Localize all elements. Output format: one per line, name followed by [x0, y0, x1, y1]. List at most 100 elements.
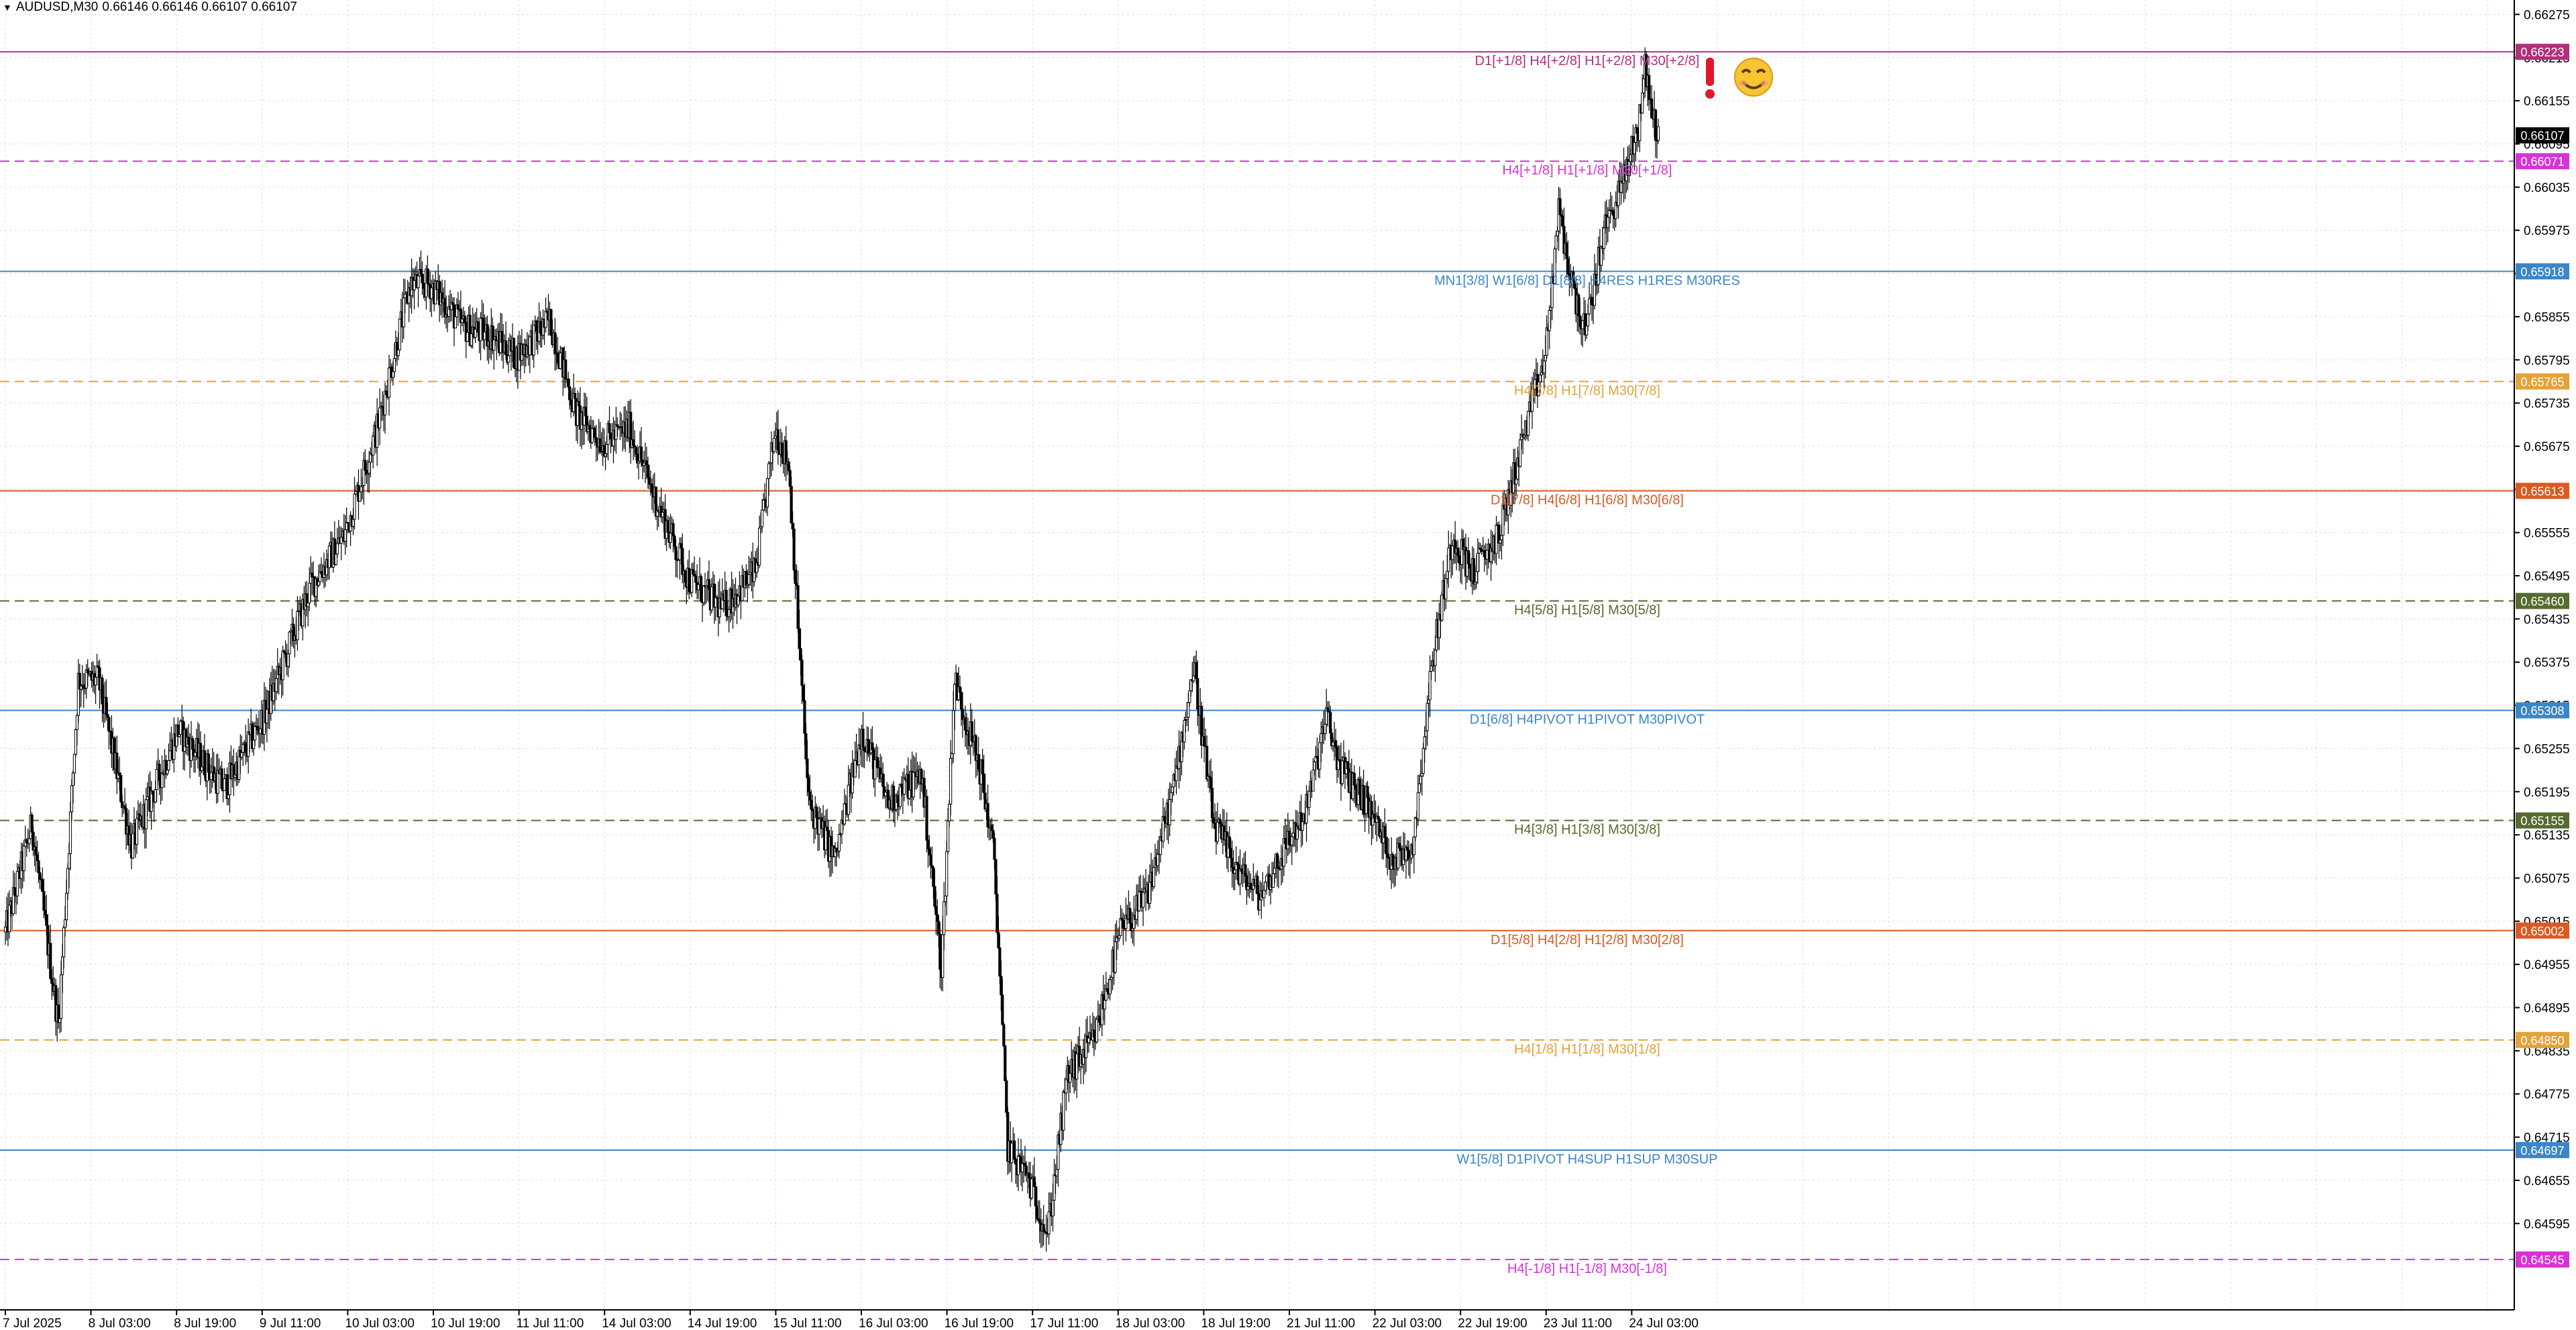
candle-body — [608, 423, 611, 433]
candle-body — [1515, 478, 1518, 484]
candle-body — [470, 333, 473, 346]
candle-body — [1654, 109, 1658, 141]
candle-body — [553, 332, 557, 355]
candle-body — [1538, 374, 1542, 382]
candle-body — [788, 470, 792, 487]
candle-body — [958, 686, 962, 693]
candle-body — [1229, 848, 1232, 859]
y-tick-label: 0.64775 — [2524, 1088, 2570, 1102]
candle-body — [1228, 836, 1231, 849]
candle-body — [296, 611, 299, 640]
candle-body — [1548, 309, 1551, 331]
candle-body — [500, 331, 504, 343]
candle-body — [970, 721, 973, 741]
candle-body — [532, 325, 535, 356]
candle-body — [1585, 325, 1589, 336]
candle-body — [861, 729, 865, 748]
candle-body — [392, 358, 396, 372]
candle-body — [1283, 837, 1287, 844]
candle-body — [387, 367, 391, 398]
candle-body — [684, 570, 687, 582]
price-axis[interactable]: 0.662750.662150.661550.660950.660350.659… — [2514, 8, 2570, 1231]
candle-body — [944, 895, 947, 903]
level-price-text: 0.65155 — [2520, 815, 2564, 828]
candle-body — [948, 803, 951, 821]
candle-body — [241, 744, 245, 754]
candle-body — [368, 462, 371, 474]
candle-body — [1152, 867, 1156, 887]
candle-body — [166, 770, 169, 774]
level-label: W1[5/8] D1PIVOT H4SUP H1SUP M30SUP — [1456, 1152, 1717, 1167]
candle-body — [1275, 854, 1279, 868]
candle-body — [791, 522, 794, 529]
candle-body — [934, 906, 938, 915]
candle-body — [94, 676, 97, 686]
candle-body — [760, 509, 764, 527]
level-price-tag — [2516, 482, 2569, 499]
candle-body — [421, 274, 424, 284]
level-label: H4[7/8] H1[7/8] M30[7/8] — [1514, 383, 1660, 398]
candle-body — [1065, 1079, 1068, 1094]
triangle-down-icon[interactable]: ▼ — [3, 2, 12, 13]
candle-body — [22, 846, 25, 872]
candle-body — [837, 833, 841, 852]
candle-body — [1187, 702, 1190, 718]
candle-body — [1366, 786, 1369, 799]
candle-body — [1075, 1053, 1079, 1080]
candle-body — [1500, 535, 1503, 541]
candle-body — [1192, 675, 1195, 682]
candle-body — [37, 860, 40, 874]
candle-body — [792, 528, 796, 570]
candle-body — [696, 584, 700, 591]
candle-body — [60, 974, 63, 1019]
candle-body — [1648, 74, 1651, 101]
candle-body — [1185, 717, 1189, 720]
candle-body — [1556, 230, 1559, 237]
candle-body — [1196, 678, 1199, 710]
candle-body — [896, 795, 900, 803]
candle-body — [1656, 126, 1660, 141]
candle-body — [941, 934, 945, 978]
candle-body — [1417, 783, 1421, 793]
candle-body — [119, 774, 123, 803]
x-tick-label: 18 Jul 19:00 — [1201, 1317, 1271, 1330]
candle-body — [41, 879, 44, 892]
candle-body — [991, 830, 995, 839]
x-tick-label: 22 Jul 19:00 — [1458, 1317, 1527, 1330]
candle-body — [258, 728, 262, 734]
candle-body — [512, 338, 516, 368]
candle-body — [13, 887, 16, 896]
candle-body — [672, 523, 675, 537]
candle-body — [44, 909, 47, 915]
candle-body — [1334, 740, 1338, 748]
time-axis[interactable]: 7 Jul 2025 8 Jul 03:00 8 Jul 19:00 9 Jul 11… — [3, 1310, 1699, 1330]
candle-body — [1458, 555, 1461, 564]
candle-body — [803, 700, 806, 734]
candle-body — [1326, 707, 1330, 712]
candle-body — [1290, 836, 1293, 846]
candle-body — [570, 399, 573, 406]
candle-body — [256, 725, 260, 731]
y-tick-label: 0.64655 — [2524, 1174, 2570, 1188]
candle-body — [1106, 988, 1109, 992]
candle-body — [1205, 746, 1209, 780]
y-tick-label: 0.66155 — [2524, 95, 2570, 109]
level-price-text: 0.65308 — [2520, 705, 2564, 718]
candle-body — [825, 827, 829, 831]
candle-body — [151, 790, 154, 795]
x-tick-label: 15 Jul 11:00 — [773, 1317, 841, 1330]
candle-body — [1456, 548, 1460, 556]
y-tick-label: 0.65135 — [2524, 829, 2570, 843]
level-label: H4[1/8] H1[1/8] M30[1/8] — [1514, 1042, 1660, 1057]
candle-body — [802, 685, 805, 701]
candle-body — [1034, 1186, 1037, 1207]
candle-body — [727, 609, 731, 617]
candle-body — [1240, 868, 1243, 872]
x-tick-label: 11 Jul 11:00 — [517, 1317, 584, 1330]
candle-body — [765, 478, 769, 507]
y-tick-label: 0.64595 — [2524, 1217, 2570, 1231]
level-price-text: 0.65613 — [2520, 484, 2564, 498]
candle-body — [307, 602, 310, 607]
candle-body — [1485, 550, 1489, 560]
